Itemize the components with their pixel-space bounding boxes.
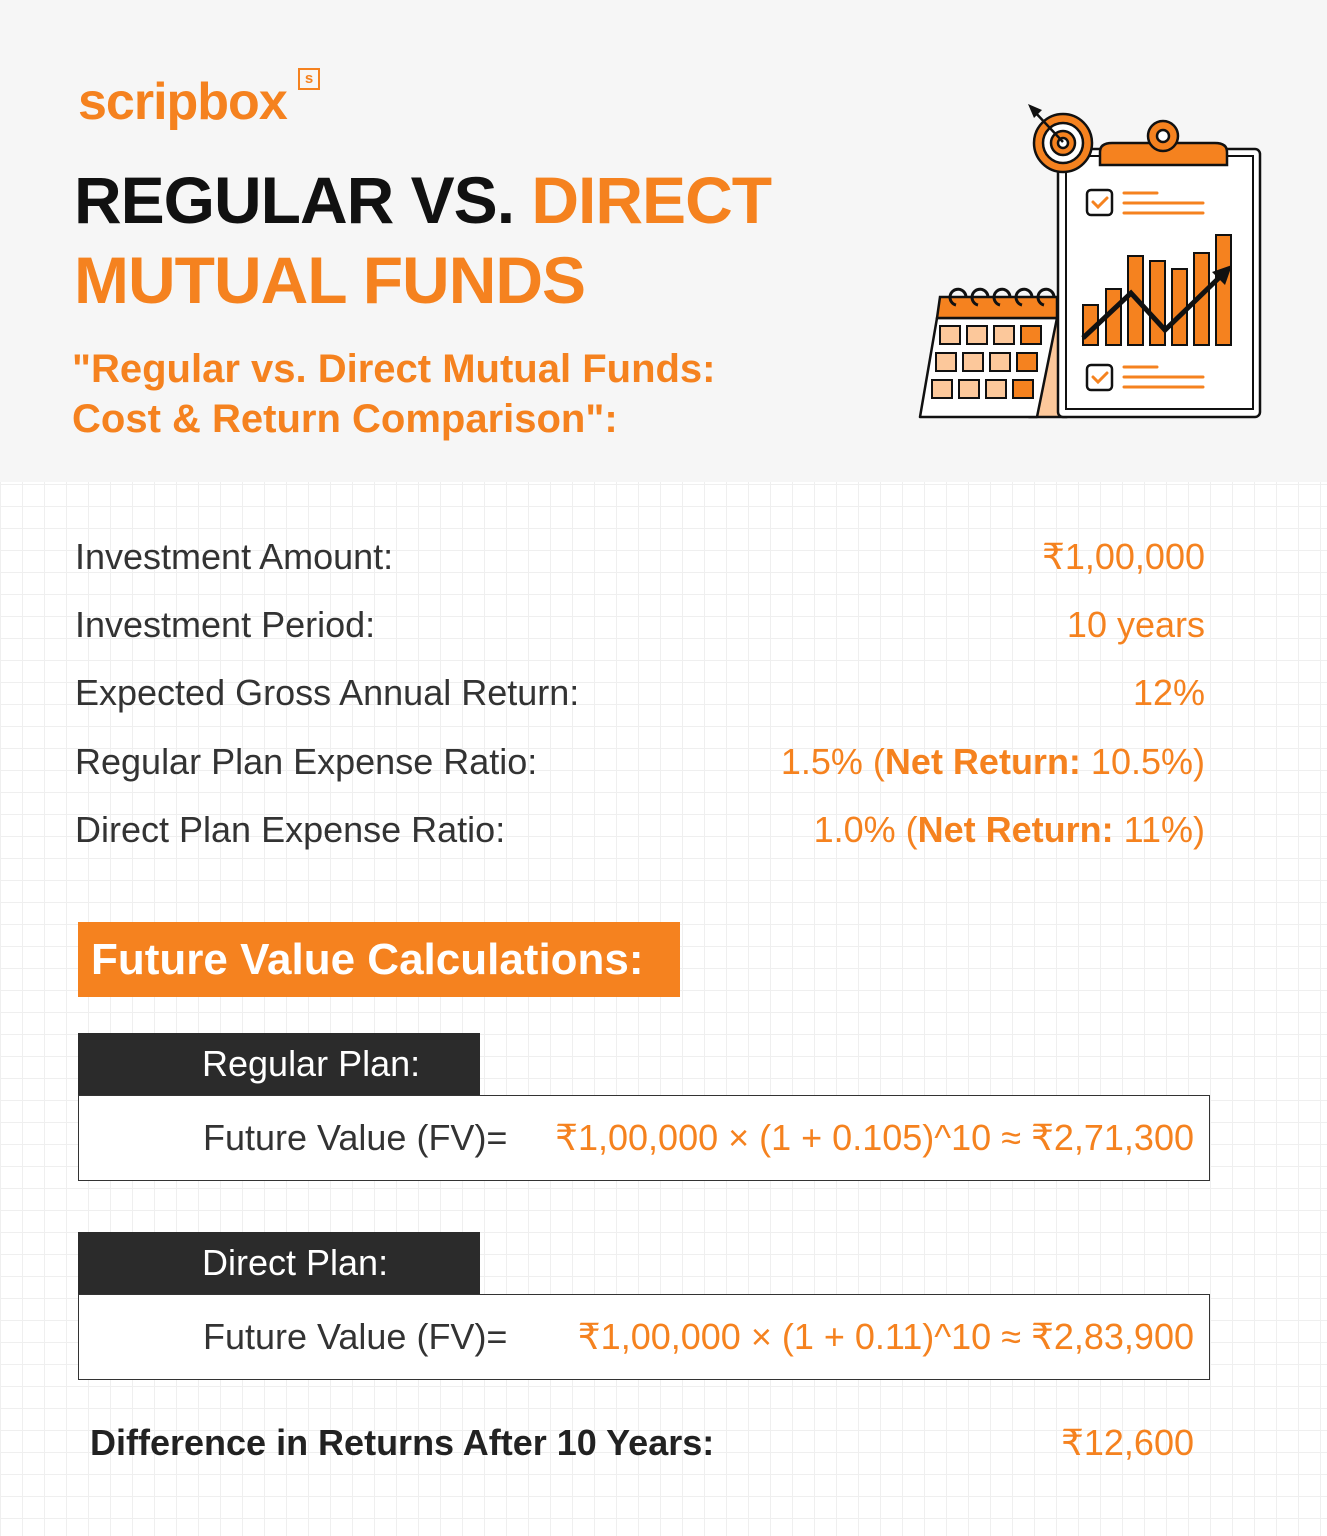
- param-value: ₹1,00,000: [1041, 536, 1205, 577]
- param-label: Regular Plan Expense Ratio:: [75, 741, 538, 782]
- subtitle-line2: Cost & Return Comparison":: [72, 397, 618, 441]
- fv-label: Future Value (FV)=: [203, 1117, 508, 1158]
- param-label: Investment Amount:: [75, 536, 394, 577]
- param-label: Investment Period:: [75, 604, 376, 645]
- title-part1: REGULAR VS.: [74, 163, 532, 237]
- subtitle: "Regular vs. Direct Mutual Funds: Cost & …: [72, 344, 716, 444]
- difference-label: Difference in Returns After 10 Years:: [90, 1422, 715, 1463]
- regular-plan-box: Future Value (FV)= ₹1,00,000 × (1 + 0.105…: [78, 1095, 1210, 1181]
- title-line2: MUTUAL FUNDS: [74, 243, 586, 317]
- logo: scripbox: [78, 73, 288, 131]
- param-label: Direct Plan Expense Ratio:: [75, 809, 506, 850]
- param-row-regular-expense: Regular Plan Expense Ratio: 1.5% (Net Ret…: [75, 741, 1205, 783]
- regular-plan-tab: Regular Plan:: [78, 1033, 480, 1095]
- fv-formula: ₹1,00,000 × (1 + 0.11)^10 ≈ ₹2,83,900: [577, 1316, 1194, 1357]
- param-row-investment-period: Investment Period: 10 years: [75, 604, 1205, 646]
- param-row-investment-amount: Investment Amount: ₹1,00,000: [75, 536, 1205, 578]
- param-label: Expected Gross Annual Return:: [75, 672, 580, 713]
- direct-plan-box: Future Value (FV)= ₹1,00,000 × (1 + 0.11)…: [78, 1294, 1210, 1380]
- clipboard-chart-icon: [918, 104, 1262, 419]
- param-value: 12%: [1132, 672, 1205, 713]
- difference-value: ₹12,600: [1060, 1422, 1194, 1463]
- param-value: 1.5% (Net Return: 10.5%): [780, 741, 1205, 782]
- page-title: REGULAR VS. DIRECT MUTUAL FUNDS: [74, 160, 772, 320]
- direct-plan-tab: Direct Plan:: [78, 1232, 480, 1294]
- param-row-gross-return: Expected Gross Annual Return: 12%: [75, 672, 1205, 714]
- subtitle-line1: "Regular vs. Direct Mutual Funds:: [72, 347, 716, 391]
- title-part2: DIRECT: [531, 163, 772, 237]
- param-value: 1.0% (Net Return: 11%): [813, 809, 1205, 850]
- param-value: 10 years: [1066, 604, 1205, 645]
- fv-label: Future Value (FV)=: [203, 1316, 508, 1357]
- logo-badge: s: [298, 68, 320, 90]
- fv-formula: ₹1,00,000 × (1 + 0.105)^10 ≈ ₹2,71,300: [555, 1117, 1194, 1158]
- param-row-direct-expense: Direct Plan Expense Ratio: 1.0% (Net Retu…: [75, 809, 1205, 851]
- difference-row: Difference in Returns After 10 Years: ₹12…: [90, 1422, 1194, 1464]
- fv-heading: Future Value Calculations:: [78, 922, 680, 997]
